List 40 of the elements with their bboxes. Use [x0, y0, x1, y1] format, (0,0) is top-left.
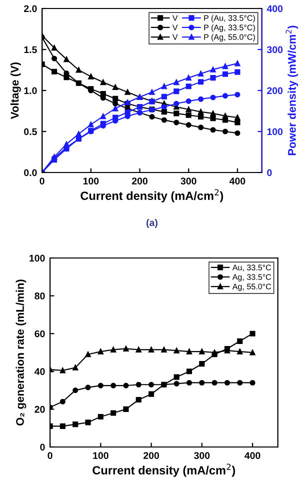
x-tick-label: 200	[132, 178, 148, 184]
y-tick-label: 20	[34, 406, 45, 413]
x-tick-label: 400	[229, 178, 246, 184]
legend-label: V	[172, 34, 178, 40]
y-tick-label: 60	[34, 330, 45, 338]
x-tick-label: 300	[180, 178, 196, 185]
x-tick-label: 200	[144, 452, 159, 459]
x-tick-label: 100	[83, 178, 99, 184]
legend-label: P (Au, 33.5°C)	[204, 14, 255, 22]
legend-label: Ag, 33.5°C	[232, 274, 272, 282]
y2-tick-label: 300	[266, 46, 283, 54]
legend-label: P (Ag, 33.5°C)	[204, 24, 255, 32]
y-tick-label: 0.5	[24, 128, 37, 136]
legend-label: Au, 33.5°C	[232, 264, 272, 272]
y-tick-label: 2.0	[24, 5, 37, 12]
y-tick-label: 1.5	[24, 46, 37, 54]
x-tick-label: 0	[48, 452, 52, 459]
legend-label: P (Ag, 55.0°C)	[204, 34, 255, 42]
x-axis-title: Current density (mA/cm$^{2}$)	[80, 189, 224, 202]
y-axis-title: Voltage (V)	[10, 62, 21, 120]
legend-label: V	[172, 15, 178, 21]
y2-tick-label: 400	[266, 5, 283, 12]
y-tick-label: 0.0	[24, 169, 37, 176]
y2-axis-title: Power density (mW/cm$^{2}$)	[286, 26, 298, 156]
y-tick-label: 40	[34, 368, 45, 376]
x-tick-label: 400	[244, 452, 260, 459]
y2-tick-label: 200	[267, 87, 283, 94]
y2-tick-label: 100	[267, 128, 283, 136]
legend-label: Ag, 55.0°C	[232, 284, 272, 291]
y-axis-title: O₂ generation rate (mL/min)	[16, 280, 26, 426]
y2-tick-label: 0	[267, 169, 272, 176]
x-axis-title: Current density (mA/cm$^{2}$)	[92, 464, 236, 477]
legend-label: V	[172, 24, 178, 30]
y-tick-label: 100	[30, 254, 45, 262]
y-tick-label: 80	[34, 292, 45, 300]
y-tick-label: 1.0	[24, 87, 37, 94]
text: (a)	[146, 218, 158, 228]
y-tick-label: 0	[40, 444, 45, 451]
x-tick-label: 300	[194, 452, 210, 460]
x-tick-label: 100	[93, 452, 108, 459]
